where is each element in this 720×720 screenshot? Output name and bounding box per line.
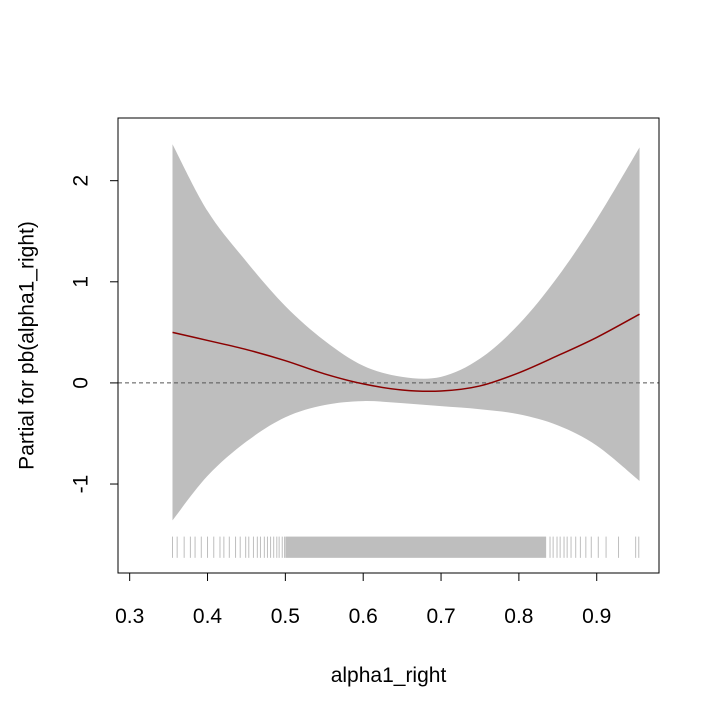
x-tick-label: 0.4	[193, 605, 223, 628]
y-tick-label: 2	[69, 175, 92, 187]
confidence-band	[172, 144, 640, 521]
x-tick-label: 0.5	[271, 605, 300, 628]
x-axis-title: alpha1_right	[331, 664, 447, 687]
y-axis-title: Partial for pb(alpha1_right)	[15, 221, 38, 470]
y-axis: -1 0 1 2	[69, 175, 119, 494]
fit-line	[172, 313, 640, 393]
x-tick-label: 0.8	[504, 605, 533, 628]
rug-layer	[171, 536, 640, 558]
y-tick-label: 1	[69, 276, 92, 288]
x-tick-label: 0.6	[349, 605, 378, 628]
x-tick-label: 0.9	[582, 605, 611, 628]
y-tick-label: 0	[69, 377, 92, 389]
fit-line-layer	[172, 313, 640, 393]
x-axis: 0.3 0.4 0.5 0.6 0.7 0.8 0.9	[115, 572, 611, 628]
x-tick-label: 0.7	[426, 605, 455, 628]
y-tick-label: -1	[69, 475, 92, 494]
confidence-band-layer	[172, 144, 640, 521]
x-tick-label: 0.3	[115, 605, 144, 628]
rug-dense-block	[285, 536, 547, 558]
